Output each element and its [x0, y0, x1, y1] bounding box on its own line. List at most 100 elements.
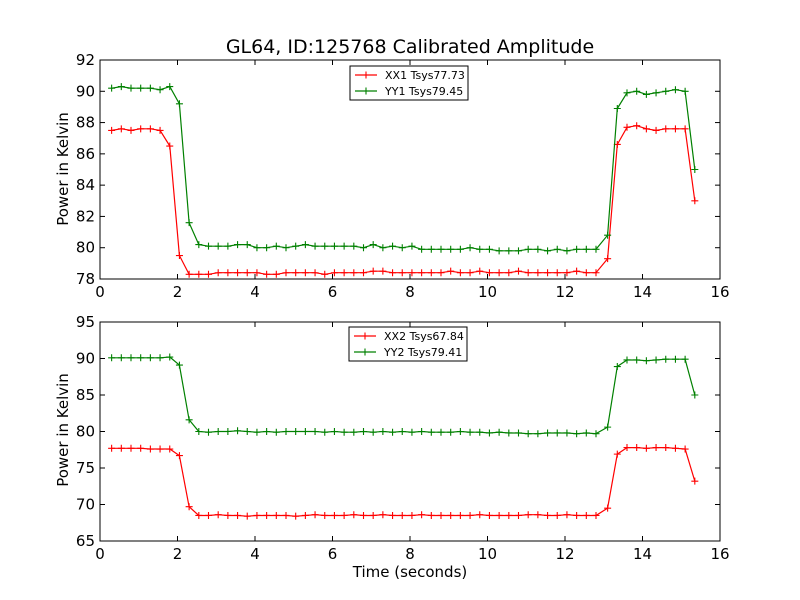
data-point [234, 511, 242, 519]
data-point [195, 241, 203, 249]
x-tick-label: 4 [250, 545, 260, 563]
data-point [466, 269, 474, 277]
data-point [243, 428, 251, 435]
data-point [350, 428, 358, 436]
data-point [437, 511, 445, 519]
y-tick-label: 82 [76, 207, 95, 225]
data-point [573, 245, 581, 253]
data-point [553, 245, 561, 253]
data-point [292, 428, 300, 435]
legend-marker [361, 332, 369, 340]
data-point [524, 511, 532, 519]
legend-label: XX1 Tsys77.73 [385, 69, 465, 82]
data-point [681, 355, 689, 363]
data-point [408, 269, 416, 277]
data-point [224, 428, 232, 435]
top-plot-area: 0 2 4 6 8 10 12 14 16 78 80 82 84 86 88 90 92 XX1 Tsys77.… [76, 51, 730, 301]
data-point [633, 122, 641, 130]
legend-marker [362, 87, 370, 95]
data-point [340, 511, 348, 519]
data-point [418, 428, 426, 435]
data-point [534, 245, 542, 253]
data-point [495, 247, 503, 255]
y-tick-label: 80 [76, 423, 95, 441]
data-point [642, 90, 650, 98]
data-point [340, 269, 348, 277]
x-tick-label: 8 [405, 283, 415, 301]
data-point [534, 269, 542, 277]
data-point [633, 356, 641, 364]
data-point [456, 269, 464, 277]
data-point [485, 511, 493, 519]
data-point [379, 244, 387, 252]
data-point [350, 242, 358, 250]
data-point [604, 504, 612, 512]
data-point [642, 125, 650, 133]
data-point [662, 125, 670, 133]
data-point [185, 270, 193, 278]
data-point [117, 83, 125, 91]
data-point [108, 84, 116, 92]
data-point [515, 247, 522, 255]
data-point [476, 428, 484, 436]
data-point [263, 511, 271, 519]
data-point [582, 511, 590, 519]
data-point [495, 511, 503, 519]
top-chart-ylabel: Power in Kelvin [54, 112, 72, 226]
data-point [311, 242, 319, 250]
data-point [623, 89, 631, 97]
x-tick-label: 10 [478, 545, 497, 563]
data-point [379, 428, 387, 435]
data-point [137, 354, 145, 362]
data-point [408, 242, 416, 250]
data-point [398, 511, 406, 519]
data-point [205, 270, 212, 278]
data-point [613, 363, 621, 371]
data-point [292, 512, 300, 520]
data-point [146, 125, 154, 133]
data-point [156, 126, 164, 134]
x-tick-label: 2 [173, 283, 183, 301]
data-point [175, 100, 183, 108]
data-point [671, 355, 679, 363]
x-tick-label: 12 [555, 283, 574, 301]
data-point [146, 445, 154, 453]
data-point [456, 428, 464, 435]
data-point [243, 512, 251, 520]
data-point [691, 166, 699, 173]
y-tick-label: 88 [76, 114, 95, 132]
data-point [623, 444, 631, 452]
data-point [447, 511, 455, 519]
data-point [301, 428, 309, 435]
data-point [224, 269, 232, 277]
data-point [292, 269, 300, 277]
data-point [224, 511, 232, 519]
data-point [137, 125, 145, 133]
data-point [592, 269, 600, 277]
data-point [340, 428, 348, 436]
data-point [321, 270, 329, 278]
data-point [505, 511, 513, 519]
data-point [524, 245, 532, 253]
data-point [495, 269, 503, 277]
y-tick-label: 84 [76, 176, 95, 194]
data-point [117, 125, 125, 133]
data-point [369, 511, 377, 519]
data-point [330, 242, 338, 250]
data-point [272, 428, 280, 436]
data-point [544, 511, 552, 519]
data-point [447, 245, 455, 253]
data-point [311, 511, 319, 519]
x-tick-label: 16 [710, 283, 729, 301]
data-point [263, 428, 271, 435]
legend-label: YY1 Tsys79.45 [384, 85, 463, 98]
data-point [282, 428, 290, 435]
data-point [582, 245, 590, 253]
y-tick-label: 92 [76, 51, 95, 69]
data-point [447, 267, 455, 275]
y-tick-label: 90 [76, 350, 95, 368]
legend: XX1 Tsys77.73 YY1 Tsys79.45 [349, 65, 469, 101]
data-point [234, 269, 242, 277]
bottom-plot-area: 0 2 4 6 8 10 12 14 16 65 70 75 80 85 90 95 XX2 Tsys67.84… [76, 313, 730, 563]
